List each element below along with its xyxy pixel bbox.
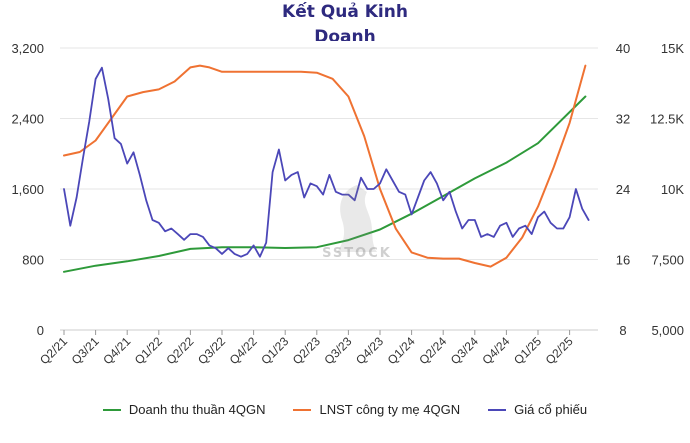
chart-legend: Doanh thu thuần 4QGN LNST công ty mẹ 4QG… xyxy=(0,402,690,417)
x-tick-label: Q4/22 xyxy=(227,334,260,367)
x-tick-label: Q2/22 xyxy=(163,334,196,367)
x-tick-label: Q2/25 xyxy=(543,334,576,367)
x-tick-label: Q4/23 xyxy=(353,334,386,367)
legend-item-profit: LNST công ty mẹ 4QGN xyxy=(293,402,460,417)
x-tick-label: Q1/24 xyxy=(385,334,418,367)
legend-label-profit: LNST công ty mẹ 4QGN xyxy=(319,402,461,417)
sstock-watermark-icon xyxy=(322,180,392,260)
y-tick-label-right-outer: 7,500 xyxy=(651,253,684,268)
y-tick-label-right-inner: 16 xyxy=(616,253,630,268)
x-tick-label: Q3/22 xyxy=(195,334,228,367)
legend-swatch-revenue xyxy=(102,408,121,411)
y-tick-label-left: 0 xyxy=(37,323,44,338)
y-tick-label-right-outer: 5,000 xyxy=(651,323,684,338)
y-tick-label-right-inner: 40 xyxy=(616,41,630,56)
legend-label-revenue: Doanh thu thuần 4QGN xyxy=(128,402,266,417)
legend-swatch-price xyxy=(488,408,507,411)
chart-area: 0 800 1,600 2,400 3,200 8 16 24 32 40 5,000 7,500 10… xyxy=(11,41,684,367)
y-tick-label-right-outer: 12.5K xyxy=(650,112,684,127)
x-tick-label: Q2/24 xyxy=(416,334,449,367)
watermark-text: SSTOCK xyxy=(322,246,392,261)
x-tick-label: Q3/23 xyxy=(321,334,354,367)
x-tick-label: Q2/21 xyxy=(37,334,70,367)
legend-item-price: Giá cổ phiếu xyxy=(488,402,587,417)
legend-label-price: Giá cổ phiếu xyxy=(514,402,588,417)
series-line-price xyxy=(63,66,590,258)
x-tick-label: Q2/23 xyxy=(290,334,323,367)
x-tick-label: Q4/21 xyxy=(100,334,133,367)
x-tick-label: Q1/25 xyxy=(511,334,544,367)
chart-title-line-1: Kết Quả Kinh xyxy=(282,2,408,22)
y-tick-label-left: 800 xyxy=(22,253,44,268)
x-tick-label: Q1/23 xyxy=(258,334,291,367)
legend-item-revenue: Doanh thu thuần 4QGN xyxy=(102,402,266,417)
x-tick-label: Q3/24 xyxy=(448,334,481,367)
x-tick-label: Q1/22 xyxy=(132,334,165,367)
x-tick-label: Q4/24 xyxy=(479,334,512,367)
y-tick-label-right-outer: 10K xyxy=(661,182,684,197)
y-tick-label-left: 2,400 xyxy=(11,112,44,127)
y-tick-label-right-outer: 15K xyxy=(661,41,684,56)
y-tick-label-left: 3,200 xyxy=(11,41,44,56)
legend-swatch-profit xyxy=(293,408,312,411)
x-tick-label: Q3/21 xyxy=(69,334,102,367)
y-tick-label-right-inner: 24 xyxy=(616,182,630,197)
chart-title-line-2: Doanh xyxy=(314,27,376,41)
y-tick-label-right-inner: 8 xyxy=(619,323,626,338)
series-line-revenue xyxy=(63,95,587,273)
y-tick-label-right-inner: 32 xyxy=(616,112,630,127)
y-tick-label-left: 1,600 xyxy=(11,182,44,197)
series-line-profit xyxy=(63,64,587,268)
